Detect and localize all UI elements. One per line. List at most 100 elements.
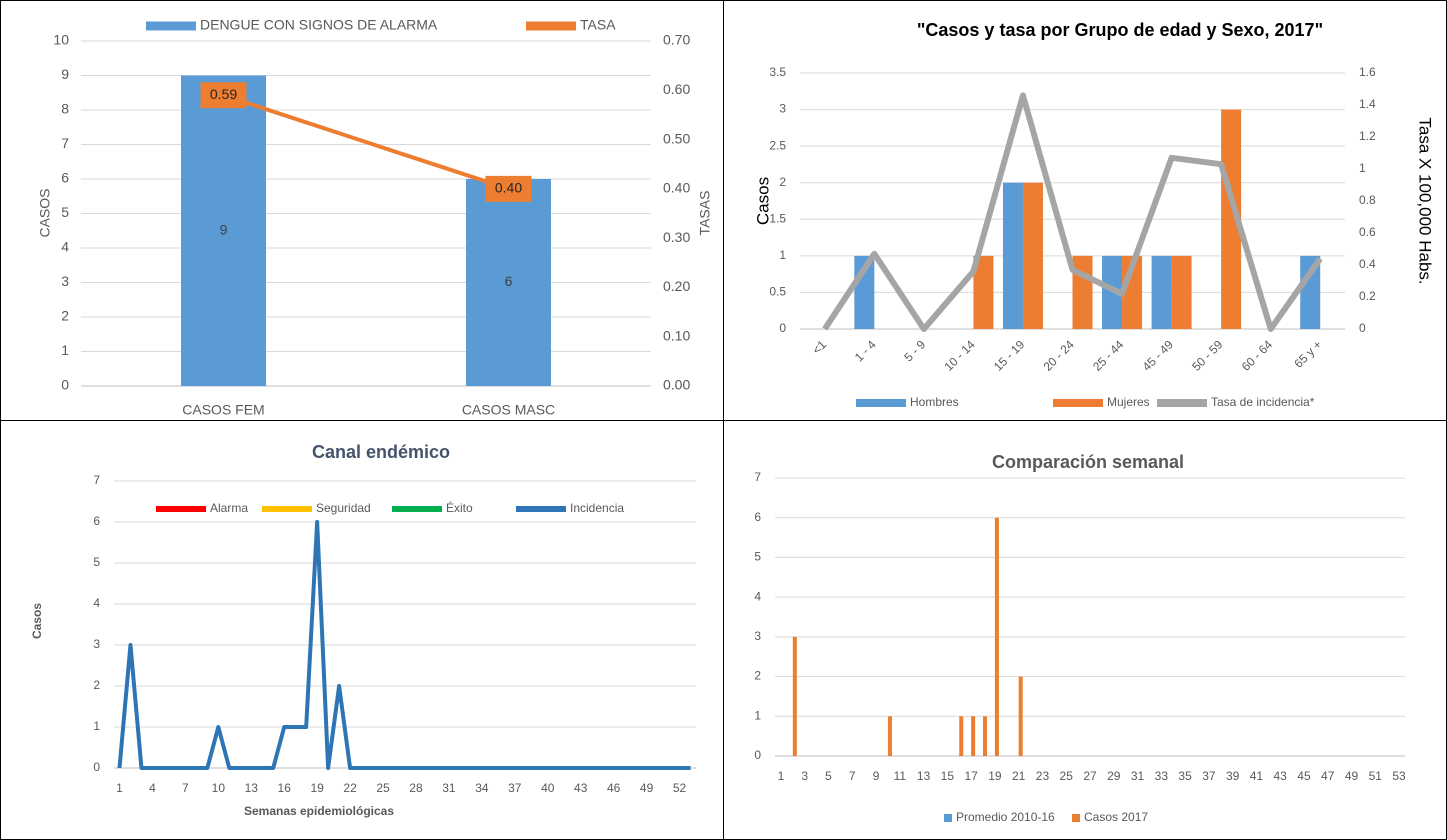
y-tick-label: 8 [61,101,69,117]
x-tick-label: 25 [1060,769,1074,783]
legend-label: Alarma [210,501,248,515]
legend-marker [146,21,196,31]
y2-tick-label: 0.8 [1359,193,1376,207]
y2-tick-label: 0.2 [1359,289,1376,303]
data-label-box [485,175,532,202]
x-tick-label: 19 [988,769,1002,783]
x-tick-label: 16 [278,781,292,795]
x-tick-label: 9 [873,769,880,783]
x-tick-label: 1 [778,769,785,783]
x-tick-label: 20 - 24 [1041,337,1078,374]
x-tick-label: 11 [894,769,907,783]
y-axis-title: Casos [753,177,772,225]
bar [1221,109,1242,329]
legend-label: Seguridad [316,501,371,515]
x-tick-label: 33 [1155,769,1169,783]
bar [792,636,797,756]
x-tick-label: 43 [1274,769,1288,783]
x-tick-label: CASOS MASC [462,402,555,418]
y2-tick-label: 1 [1359,161,1366,175]
horizontal-divider [1,420,1446,421]
y-tick-label: 3 [779,102,786,116]
y2-tick-label: 0.40 [663,180,690,196]
x-tick-label: 45 [1297,769,1311,783]
x-tick-label: 10 - 14 [941,337,978,374]
y-tick-label: 6 [61,170,69,186]
data-label: 9 [220,221,228,237]
y-tick-label: 10 [53,32,69,48]
y-tick-label: 2 [93,678,100,692]
x-tick-label: 7 [849,769,856,783]
chart-title: Canal endémico [312,442,450,462]
x-tick-label: 5 - 9 [901,337,928,364]
x-tick-label: 15 [941,769,955,783]
y2-tick-label: 0.10 [663,327,690,343]
x-tick-label: 51 [1369,769,1383,783]
x-tick-label: 31 [1131,769,1145,783]
y-tick-label: 3 [754,629,761,643]
line [117,520,691,770]
x-tick-label: 4 [149,781,156,795]
x-tick-label: 27 [1083,769,1097,783]
x-tick-label: 46 [607,781,621,795]
bar [466,179,551,386]
y-tick-label: 0 [93,760,100,774]
x-tick-label: 1 - 4 [852,337,879,364]
bar [887,716,892,756]
x-tick-label: 25 [376,781,390,795]
line [222,93,510,191]
bar [1151,255,1172,329]
chart-title: Comparación semanal [992,452,1184,472]
y2-tick-label: 1.2 [1359,129,1376,143]
bar [994,517,999,756]
x-tick-label: 5 [825,769,832,783]
y2-tick-label: 0.70 [663,32,690,48]
x-tick-label: 10 [212,781,226,795]
data-label: 6 [505,273,513,289]
x-tick-label: 49 [640,781,654,795]
x-tick-label: <1 [810,337,830,357]
x-tick-label: 3 [801,769,808,783]
bar [1171,255,1192,329]
x-tick-label: 37 [508,781,522,795]
bar [983,716,988,756]
legend-label: TASA [580,17,616,33]
x-tick-label: 45 - 49 [1140,337,1177,374]
x-tick-label: 40 [541,781,555,795]
y2-tick-label: 0.00 [663,377,690,393]
line [822,92,1323,332]
y2-tick-label: 0.4 [1359,257,1376,271]
y-tick-label: 5 [754,550,761,564]
y-tick-label: 7 [93,473,100,487]
x-tick-label: 22 [343,781,357,795]
x-tick-label: 52 [673,781,687,795]
bar [1300,255,1321,329]
x-tick-label: 7 [182,781,189,795]
y-tick-label: 5 [93,555,100,569]
y-tick-label: 7 [754,470,761,484]
bar [181,75,266,386]
y-tick-label: 6 [754,510,761,524]
x-tick-label: 43 [574,781,588,795]
bar [1102,255,1123,329]
x-tick-label: 28 [409,781,423,795]
y-axis-title: Casos [30,603,44,639]
x-tick-label: 15 - 19 [991,337,1028,374]
y-tick-label: 0.5 [769,285,786,299]
x-tick-label: 41 [1250,769,1264,783]
bar [1002,182,1023,329]
y2-axis-title: TASAS [697,191,713,236]
x-tick-label: 50 - 59 [1189,337,1226,374]
x-axis-title: Semanas epidemiológicas [244,804,394,818]
legend-label: Tasa de incidencia* [1211,395,1315,409]
bar [1018,676,1023,756]
y2-tick-label: 0.50 [663,130,690,146]
y-tick-label: 3 [93,637,100,651]
y2-tick-label: 0 [1359,321,1366,335]
y-tick-label: 4 [754,589,761,603]
legend-label: Incidencia [570,501,624,515]
bar [1022,182,1043,329]
y-tick-label: 2 [61,308,69,324]
